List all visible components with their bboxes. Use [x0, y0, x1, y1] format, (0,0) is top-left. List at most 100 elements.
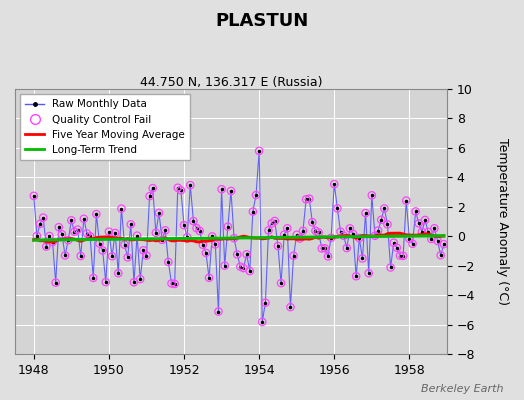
Point	[148, 185, 157, 191]
Point	[440, 241, 448, 247]
Point	[389, 240, 398, 246]
Point	[151, 230, 160, 236]
Point	[430, 225, 439, 232]
Point	[436, 252, 445, 258]
Point	[51, 280, 60, 286]
Point	[114, 270, 123, 276]
Y-axis label: Temperature Anomaly (°C): Temperature Anomaly (°C)	[496, 138, 509, 305]
Point	[199, 242, 207, 248]
Point	[255, 148, 264, 154]
Point	[414, 220, 423, 226]
Point	[183, 234, 191, 240]
Point	[349, 231, 357, 237]
Point	[48, 239, 57, 245]
Point	[411, 208, 420, 215]
Point	[299, 228, 307, 234]
Point	[54, 224, 63, 230]
Point	[399, 253, 407, 259]
Point	[192, 225, 201, 231]
Point	[130, 279, 138, 286]
Point	[230, 235, 238, 241]
Point	[64, 237, 72, 243]
Point	[77, 253, 85, 259]
Point	[308, 219, 316, 226]
Point	[45, 233, 53, 239]
Point	[352, 273, 361, 280]
Point	[167, 280, 176, 287]
Point	[427, 236, 435, 242]
Point	[261, 300, 269, 306]
Point	[89, 275, 97, 281]
Point	[145, 193, 154, 199]
Point	[70, 228, 79, 235]
Point	[392, 244, 401, 251]
Text: PLASTUN: PLASTUN	[215, 12, 309, 30]
Point	[289, 252, 298, 259]
Point	[133, 232, 141, 239]
Point	[330, 181, 339, 187]
Point	[252, 192, 260, 198]
Point	[80, 216, 88, 222]
Point	[270, 218, 279, 224]
Point	[180, 222, 188, 228]
Point	[189, 218, 198, 224]
Point	[418, 229, 426, 235]
Text: Berkeley Earth: Berkeley Earth	[421, 384, 503, 394]
Point	[333, 205, 342, 212]
Point	[321, 245, 329, 252]
Point	[239, 265, 248, 271]
Point	[36, 221, 44, 227]
Point	[365, 270, 373, 276]
Point	[246, 268, 254, 274]
Point	[327, 235, 335, 241]
Point	[143, 252, 151, 259]
Point	[396, 252, 404, 259]
Point	[61, 252, 69, 259]
Point	[286, 304, 294, 310]
Point	[205, 274, 213, 281]
Point	[170, 281, 179, 287]
Point	[362, 210, 370, 216]
Point	[277, 280, 285, 286]
Point	[358, 255, 367, 262]
Point	[302, 196, 310, 202]
Point	[355, 235, 364, 241]
Point	[121, 242, 129, 248]
Point	[39, 214, 47, 221]
Point	[42, 243, 50, 250]
Point	[433, 238, 442, 244]
Point	[186, 182, 194, 188]
Point	[117, 205, 126, 212]
Point	[173, 184, 182, 191]
Point	[83, 230, 91, 237]
Point	[405, 236, 413, 242]
Point	[224, 224, 232, 230]
Point	[380, 205, 388, 212]
Point	[346, 225, 354, 232]
Point	[32, 233, 41, 239]
Point	[177, 187, 185, 194]
Point	[267, 220, 276, 226]
Point	[314, 229, 323, 236]
Point	[296, 235, 304, 242]
Point	[386, 264, 395, 271]
Point	[421, 217, 429, 223]
Point	[105, 228, 113, 235]
Point	[127, 221, 135, 228]
Point	[136, 276, 145, 282]
Point	[67, 217, 75, 224]
Point	[383, 221, 391, 228]
Point	[214, 308, 223, 315]
Point	[324, 253, 332, 260]
Point	[368, 192, 376, 198]
Point	[371, 232, 379, 239]
Point	[139, 247, 148, 254]
Point	[258, 319, 267, 325]
Point	[343, 245, 351, 251]
Point	[202, 250, 210, 256]
Point	[195, 228, 204, 234]
Point	[208, 233, 216, 240]
Point	[283, 225, 291, 232]
Point	[108, 253, 116, 260]
Point	[164, 259, 172, 265]
